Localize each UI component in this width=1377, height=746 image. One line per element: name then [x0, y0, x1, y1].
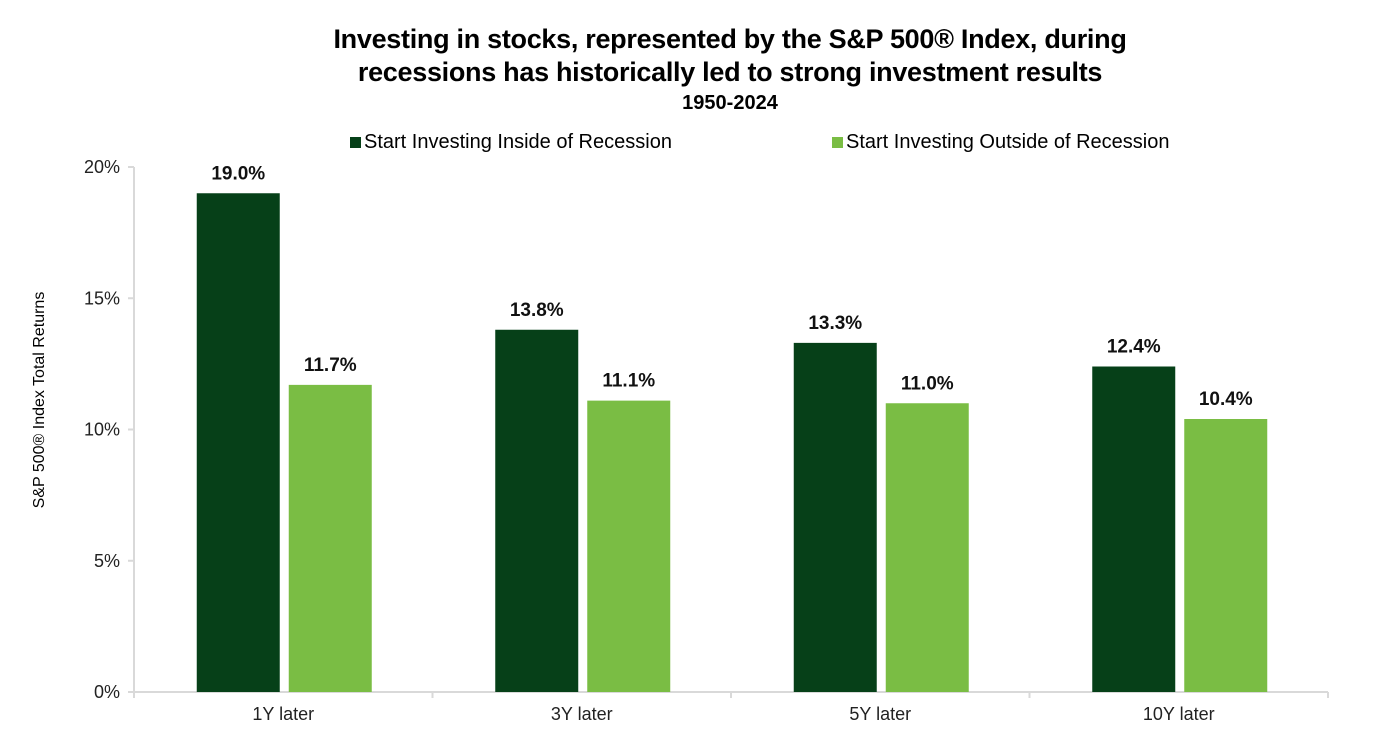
x-tick-label: 10Y later — [1143, 704, 1215, 724]
data-label-outside-recession: 11.7% — [304, 355, 357, 376]
y-tick-label: 5% — [94, 551, 120, 571]
legend-item-inside-recession: Start Investing Inside of Recession — [350, 131, 672, 154]
legend-label-inside-recession: Start Investing Inside of Recession — [364, 131, 672, 153]
x-tick-label: 1Y later — [252, 704, 314, 724]
y-tick-label: 15% — [84, 288, 120, 308]
data-label-outside-recession: 11.1% — [602, 371, 655, 392]
bar-inside-recession — [1092, 366, 1176, 692]
bar-outside-recession — [288, 384, 372, 692]
bar-inside-recession — [793, 342, 877, 692]
legend-label-outside-recession: Start Investing Outside of Recession — [846, 131, 1170, 153]
x-tick-label: 5Y later — [849, 704, 911, 724]
data-label-inside-recession: 12.4% — [1107, 337, 1161, 358]
legend-swatch-inside-recession — [350, 137, 361, 148]
y-tick-label: 0% — [94, 682, 120, 702]
bar-inside-recession — [196, 193, 280, 692]
data-label-inside-recession: 13.3% — [808, 313, 862, 334]
data-label-inside-recession: 19.0% — [211, 163, 265, 184]
data-label-outside-recession: 10.4% — [1199, 389, 1253, 410]
bar-outside-recession — [885, 403, 969, 692]
x-tick-label: 3Y later — [551, 704, 613, 724]
y-tick-label: 10% — [84, 420, 120, 440]
chart-subtitle: 1950-2024 — [682, 92, 778, 114]
bar-outside-recession — [587, 400, 671, 692]
legend-item-outside-recession: Start Investing Outside of Recession — [832, 131, 1170, 154]
chart-title-line-2: recessions has historically led to stron… — [357, 57, 1103, 87]
data-label-outside-recession: 11.0% — [901, 373, 954, 394]
data-label-inside-recession: 13.8% — [510, 300, 564, 321]
y-tick-label: 20% — [84, 157, 120, 177]
legend-swatch-outside-recession — [832, 137, 843, 148]
chart-title-line-1: Investing in stocks, represented by the … — [333, 24, 1127, 54]
bar-inside-recession — [495, 329, 579, 692]
bar-outside-recession — [1184, 419, 1268, 692]
